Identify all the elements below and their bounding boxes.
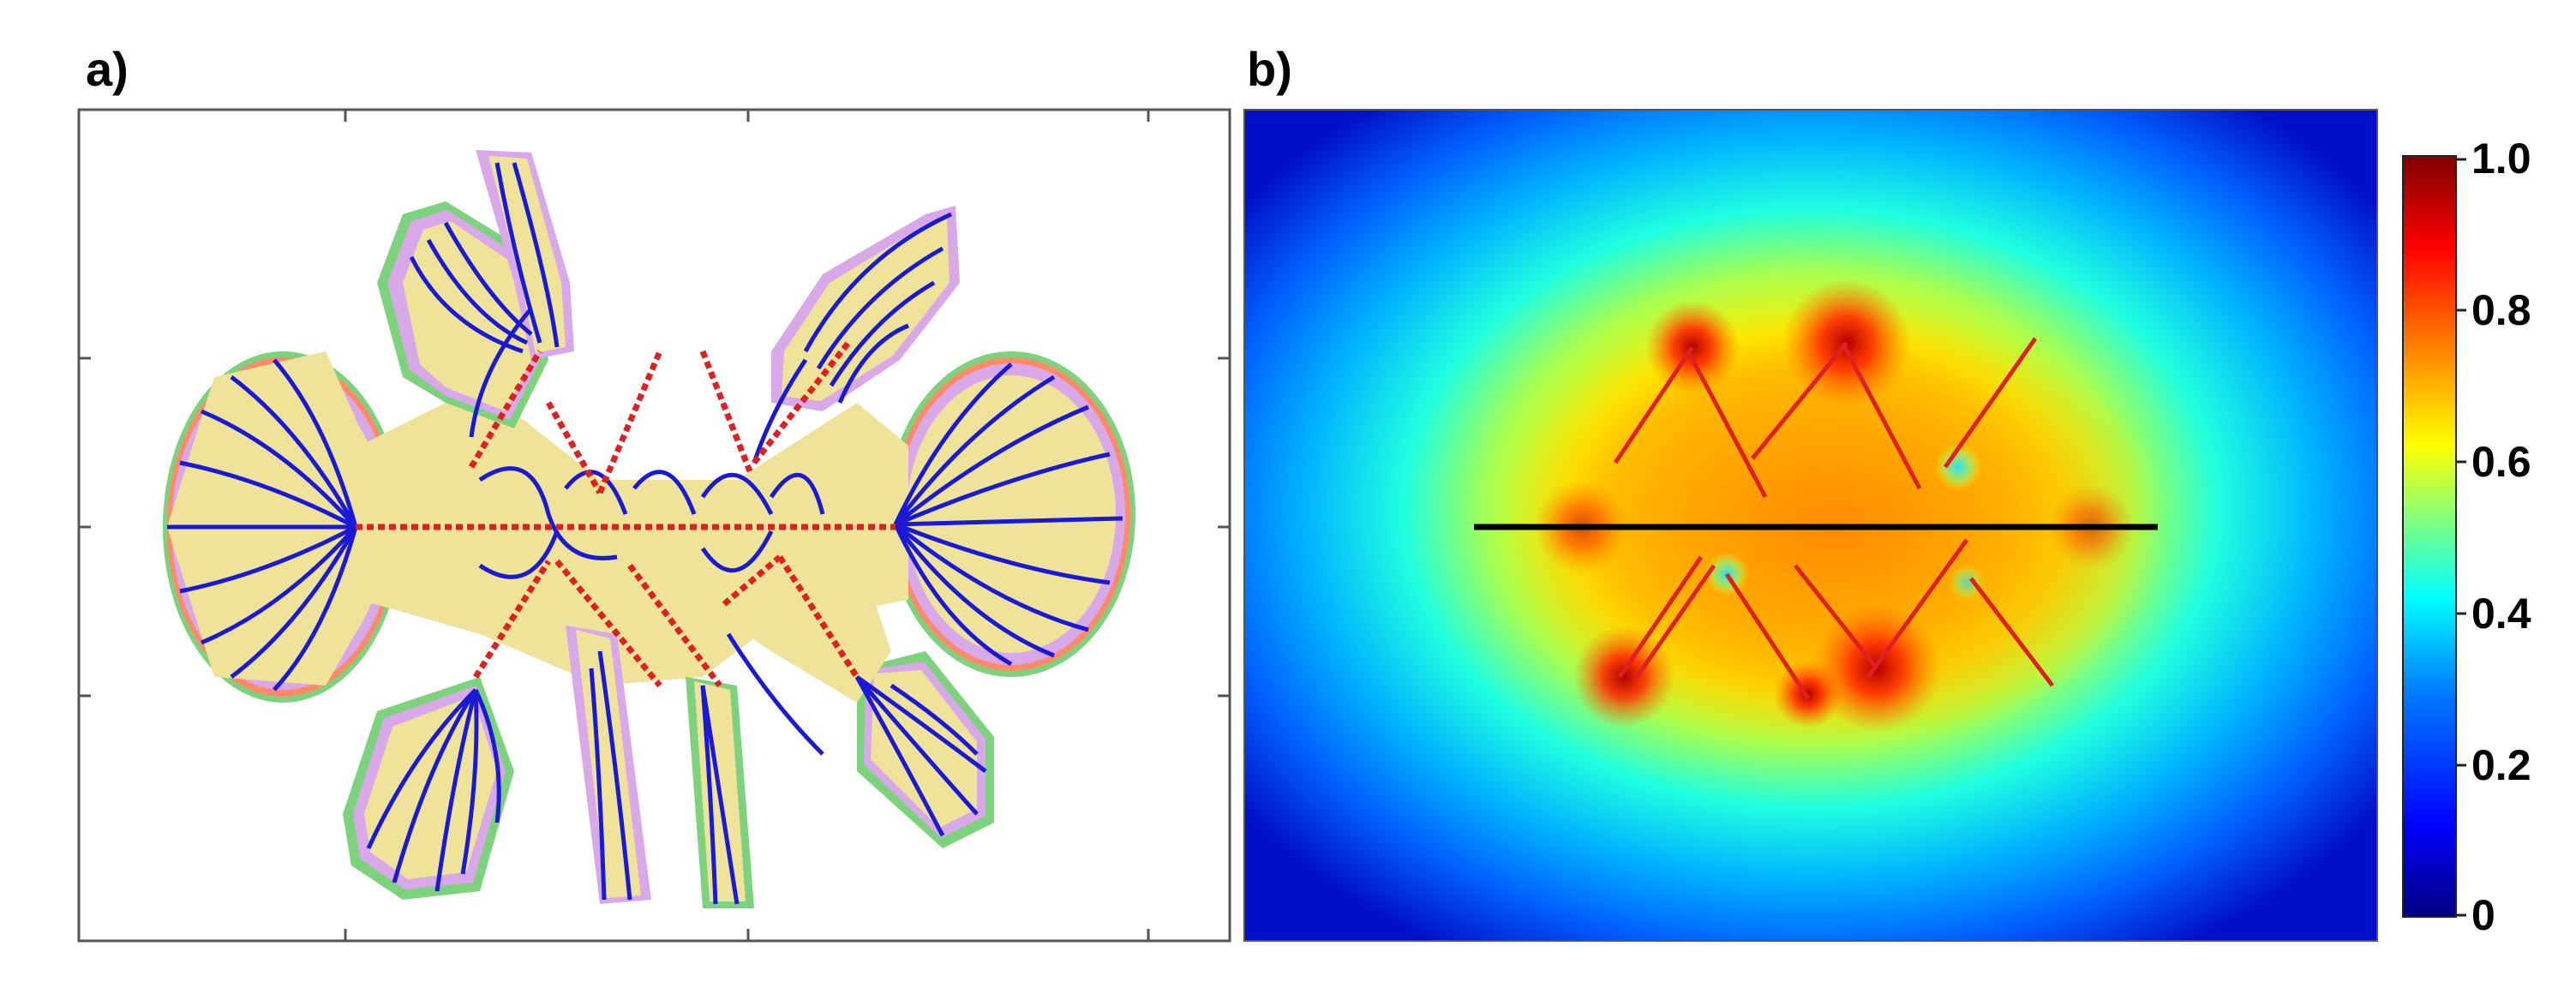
panel-b: [1243, 109, 2378, 942]
panel-a-label: a): [86, 42, 129, 96]
colorbar-tick-label: 0.4: [2471, 590, 2531, 638]
panel-b-frame: [1243, 109, 2378, 942]
colorbar-ticks: [2456, 158, 2466, 917]
colorbar-tick-label: 0.8: [2471, 286, 2531, 334]
panel-a-ticks: [79, 110, 1230, 941]
colorbar-tick-label: 0.6: [2471, 438, 2531, 486]
panel-b-branch-cracks: [1613, 337, 2054, 700]
panel-a-shape: [163, 150, 1135, 908]
panel-a-cracks: [356, 340, 896, 688]
panel-b-heatmap: [1244, 110, 2377, 941]
colorbar: [2402, 155, 2466, 918]
colorbar-gradient: [2402, 155, 2457, 918]
colorbar-tick-label: 1.0: [2471, 135, 2531, 183]
panel-b-label: b): [1247, 42, 1292, 96]
colorbar-tick-label: 0.2: [2471, 741, 2531, 789]
panel-a-field-lines: [167, 162, 1123, 905]
colorbar-tick-label: 0: [2471, 891, 2495, 939]
panel-a: [77, 108, 1231, 943]
